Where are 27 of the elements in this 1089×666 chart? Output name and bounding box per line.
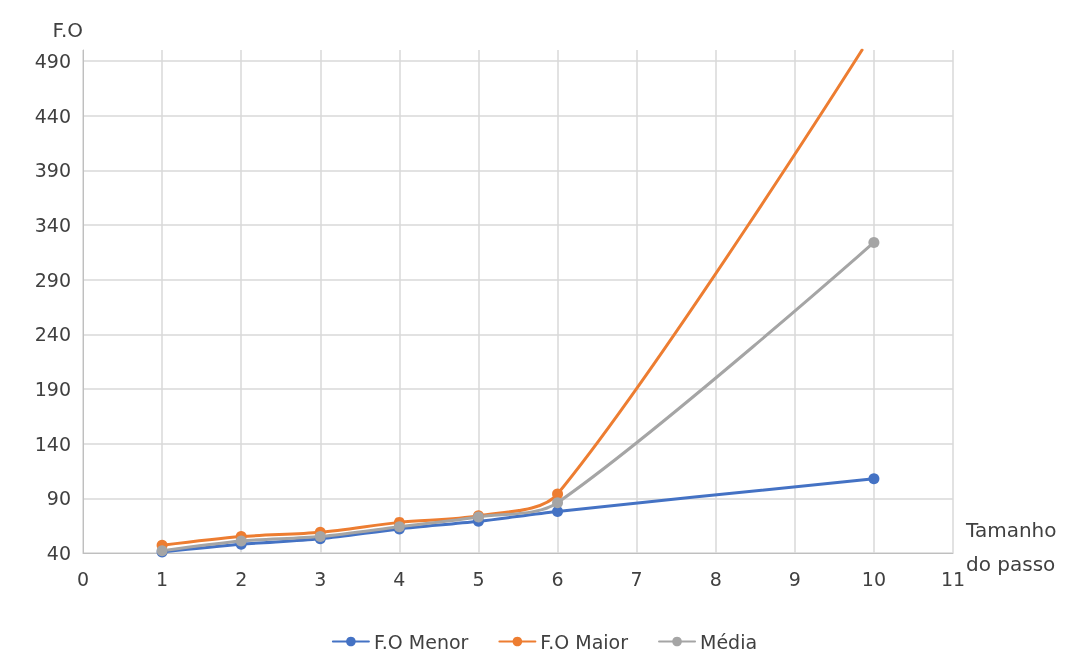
x-tick-label: 7 — [630, 567, 643, 590]
y-tick-label: 190 — [34, 377, 71, 400]
y-tick-label: 490 — [34, 49, 71, 72]
x-tick-label: 1 — [156, 567, 169, 590]
x-tick-label: 4 — [393, 567, 406, 590]
y-tick-label: 390 — [34, 159, 71, 182]
y-tick-label: 40 — [46, 542, 71, 564]
x-tick-label: 10 — [861, 567, 886, 590]
legend-label: F.O Menor — [373, 630, 469, 653]
x-tick-label: 6 — [551, 567, 564, 590]
y-axis-title: F.O — [52, 18, 83, 42]
y-tick-label: 340 — [34, 213, 71, 236]
y-tick-label: 240 — [34, 323, 71, 346]
y-tick-label: 290 — [34, 268, 71, 291]
legend-label: Média — [700, 630, 758, 653]
x-tick-label: 8 — [709, 567, 722, 590]
x-tick-label: 2 — [235, 567, 248, 590]
x-tick-label: 5 — [472, 567, 485, 590]
x-tick-label: 3 — [314, 567, 327, 590]
x-tick-label: 11 — [940, 567, 966, 590]
x-axis-title: Tamanho do passo — [965, 518, 1063, 576]
legend-label: F.O Maior — [540, 630, 629, 653]
y-tick-label: 90 — [46, 487, 71, 510]
y-tick-label: 440 — [34, 104, 71, 127]
y-tick-label: 140 — [34, 432, 71, 455]
x-tick-label: 0 — [76, 567, 90, 590]
x-tick-label: 9 — [788, 567, 801, 590]
